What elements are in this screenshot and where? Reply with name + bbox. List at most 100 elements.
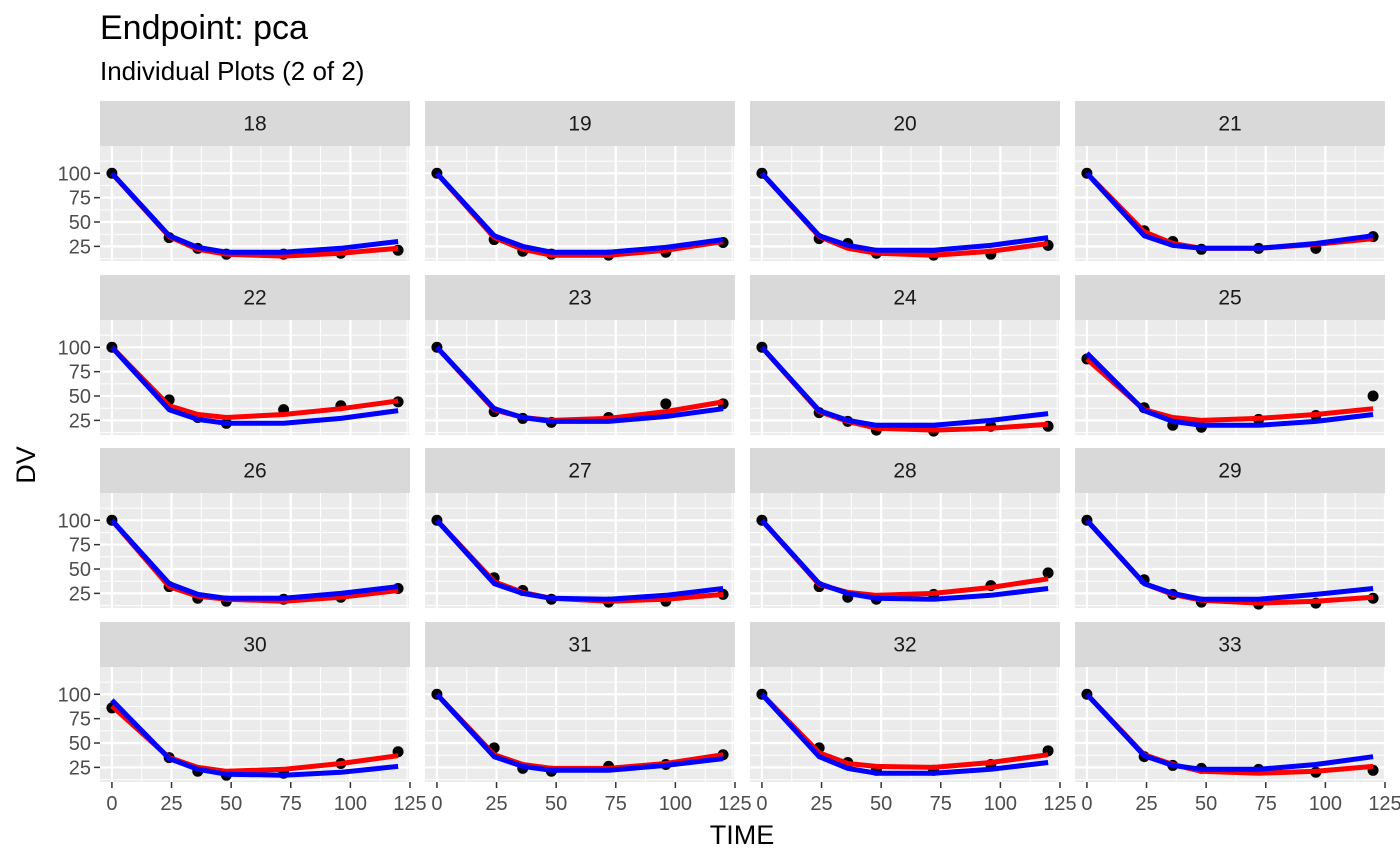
facet-strip [1075, 275, 1385, 320]
x-tick-label: 125 [1368, 793, 1400, 815]
facet-strip [1075, 101, 1385, 146]
facet-21: 21 [1056, 101, 1387, 261]
panel-background [1075, 320, 1385, 435]
facet-33: 33 0 25 50 75 100 125 [1056, 622, 1400, 815]
facet-strip [1075, 622, 1385, 667]
facet-strip-label: 23 [568, 287, 591, 310]
ipred-line [435, 692, 724, 773]
x-tick-label: 25 [810, 793, 832, 815]
observed-point [660, 398, 672, 410]
ipred-line [110, 171, 399, 255]
x-tick-label: 25 [1135, 793, 1157, 815]
ipred-line [110, 698, 399, 778]
ipred-line [1085, 518, 1374, 602]
y-tick-label: 25 [69, 757, 91, 779]
panel-background [425, 146, 735, 261]
facet-strip-label: 33 [1218, 634, 1241, 657]
x-tick-label: 75 [930, 793, 952, 815]
y-tick-label: 100 [58, 684, 91, 706]
facet-strip [1075, 448, 1385, 493]
x-tick-label: 0 [106, 793, 117, 815]
facet-27: 27 [406, 448, 737, 608]
facet-strip [425, 622, 735, 667]
facet-strip [425, 275, 735, 320]
chart-title: Endpoint: pca [100, 9, 308, 47]
y-tick-label: 50 [69, 212, 91, 234]
facet-28: 28 [731, 448, 1062, 608]
ipred-line [1085, 692, 1374, 772]
x-tick-label: 25 [485, 793, 507, 815]
y-tick-label: 100 [58, 337, 91, 359]
x-tick-label: 0 [1081, 793, 1092, 815]
x-axis-title: TIME [710, 820, 775, 850]
x-tick-label: 125 [718, 793, 751, 815]
facet-strip-label: 24 [893, 287, 917, 310]
ipred-line [760, 171, 1049, 253]
ipred-line [110, 518, 399, 601]
x-tick-label: 50 [1195, 793, 1217, 815]
facet-19: 19 [406, 101, 737, 261]
ipred-line [435, 171, 724, 255]
facet-23: 23 [406, 275, 737, 435]
facet-strip-label: 27 [568, 460, 591, 483]
facet-strip-label: 25 [1218, 287, 1241, 310]
ipred-line [1085, 171, 1374, 251]
facet-25: 25 [1056, 275, 1387, 435]
pred-line [760, 692, 1049, 770]
facet-strip [425, 448, 735, 493]
ipred-line [760, 518, 1049, 602]
facet-24: 24 [731, 275, 1062, 437]
observed-point [1042, 567, 1054, 579]
x-tick-label: 0 [431, 793, 442, 815]
ipred-line [435, 518, 724, 602]
ipred-line [1085, 351, 1374, 428]
facet-20: 20 [731, 101, 1062, 261]
facet-32: 32 0 25 50 75 100 125 [731, 622, 1077, 815]
y-tick-label: 25 [69, 583, 91, 605]
facet-strip [100, 275, 410, 320]
x-tick-label: 75 [280, 793, 302, 815]
y-tick-label: 25 [69, 236, 91, 258]
facet-strip-label: 30 [243, 634, 266, 657]
facet-strip [100, 101, 410, 146]
y-tick-label: 50 [69, 733, 91, 755]
facet-strip-label: 20 [893, 113, 916, 136]
facet-strip-label: 28 [893, 460, 916, 483]
observed-point [1367, 390, 1379, 402]
chart-subtitle: Individual Plots (2 of 2) [100, 56, 364, 86]
x-tick-label: 100 [334, 793, 367, 815]
y-tick-label: 50 [69, 559, 91, 581]
panel-background [1075, 667, 1385, 782]
facet-strip-label: 26 [243, 460, 266, 483]
facet-strip-label: 19 [568, 113, 591, 136]
facet-strip [100, 622, 410, 667]
facet-strip [750, 622, 1060, 667]
facet-strip-label: 29 [1218, 460, 1241, 483]
pred-line [110, 345, 399, 420]
y-axis-title: DV [11, 446, 41, 484]
facet-strip [750, 101, 1060, 146]
y-tick-label: 75 [69, 188, 91, 210]
facet-29: 29 [1056, 448, 1387, 610]
panel-background [100, 667, 410, 782]
panel-background [750, 493, 1060, 608]
facet-strip-label: 32 [893, 634, 916, 657]
facet-strip-label: 31 [568, 634, 591, 657]
panel-background [1075, 493, 1385, 608]
y-tick-label: 100 [58, 163, 91, 185]
facet-strip-label: 22 [243, 287, 266, 310]
x-tick-label: 25 [160, 793, 182, 815]
x-tick-label: 75 [1255, 793, 1277, 815]
y-tick-label: 100 [58, 510, 91, 532]
facet-strip-label: 18 [243, 113, 266, 136]
facet-strip [750, 275, 1060, 320]
y-tick-label: 75 [69, 709, 91, 731]
y-tick-label: 75 [69, 535, 91, 557]
x-tick-label: 50 [220, 793, 242, 815]
y-tick-label: 75 [69, 362, 91, 384]
facet-strip [425, 101, 735, 146]
